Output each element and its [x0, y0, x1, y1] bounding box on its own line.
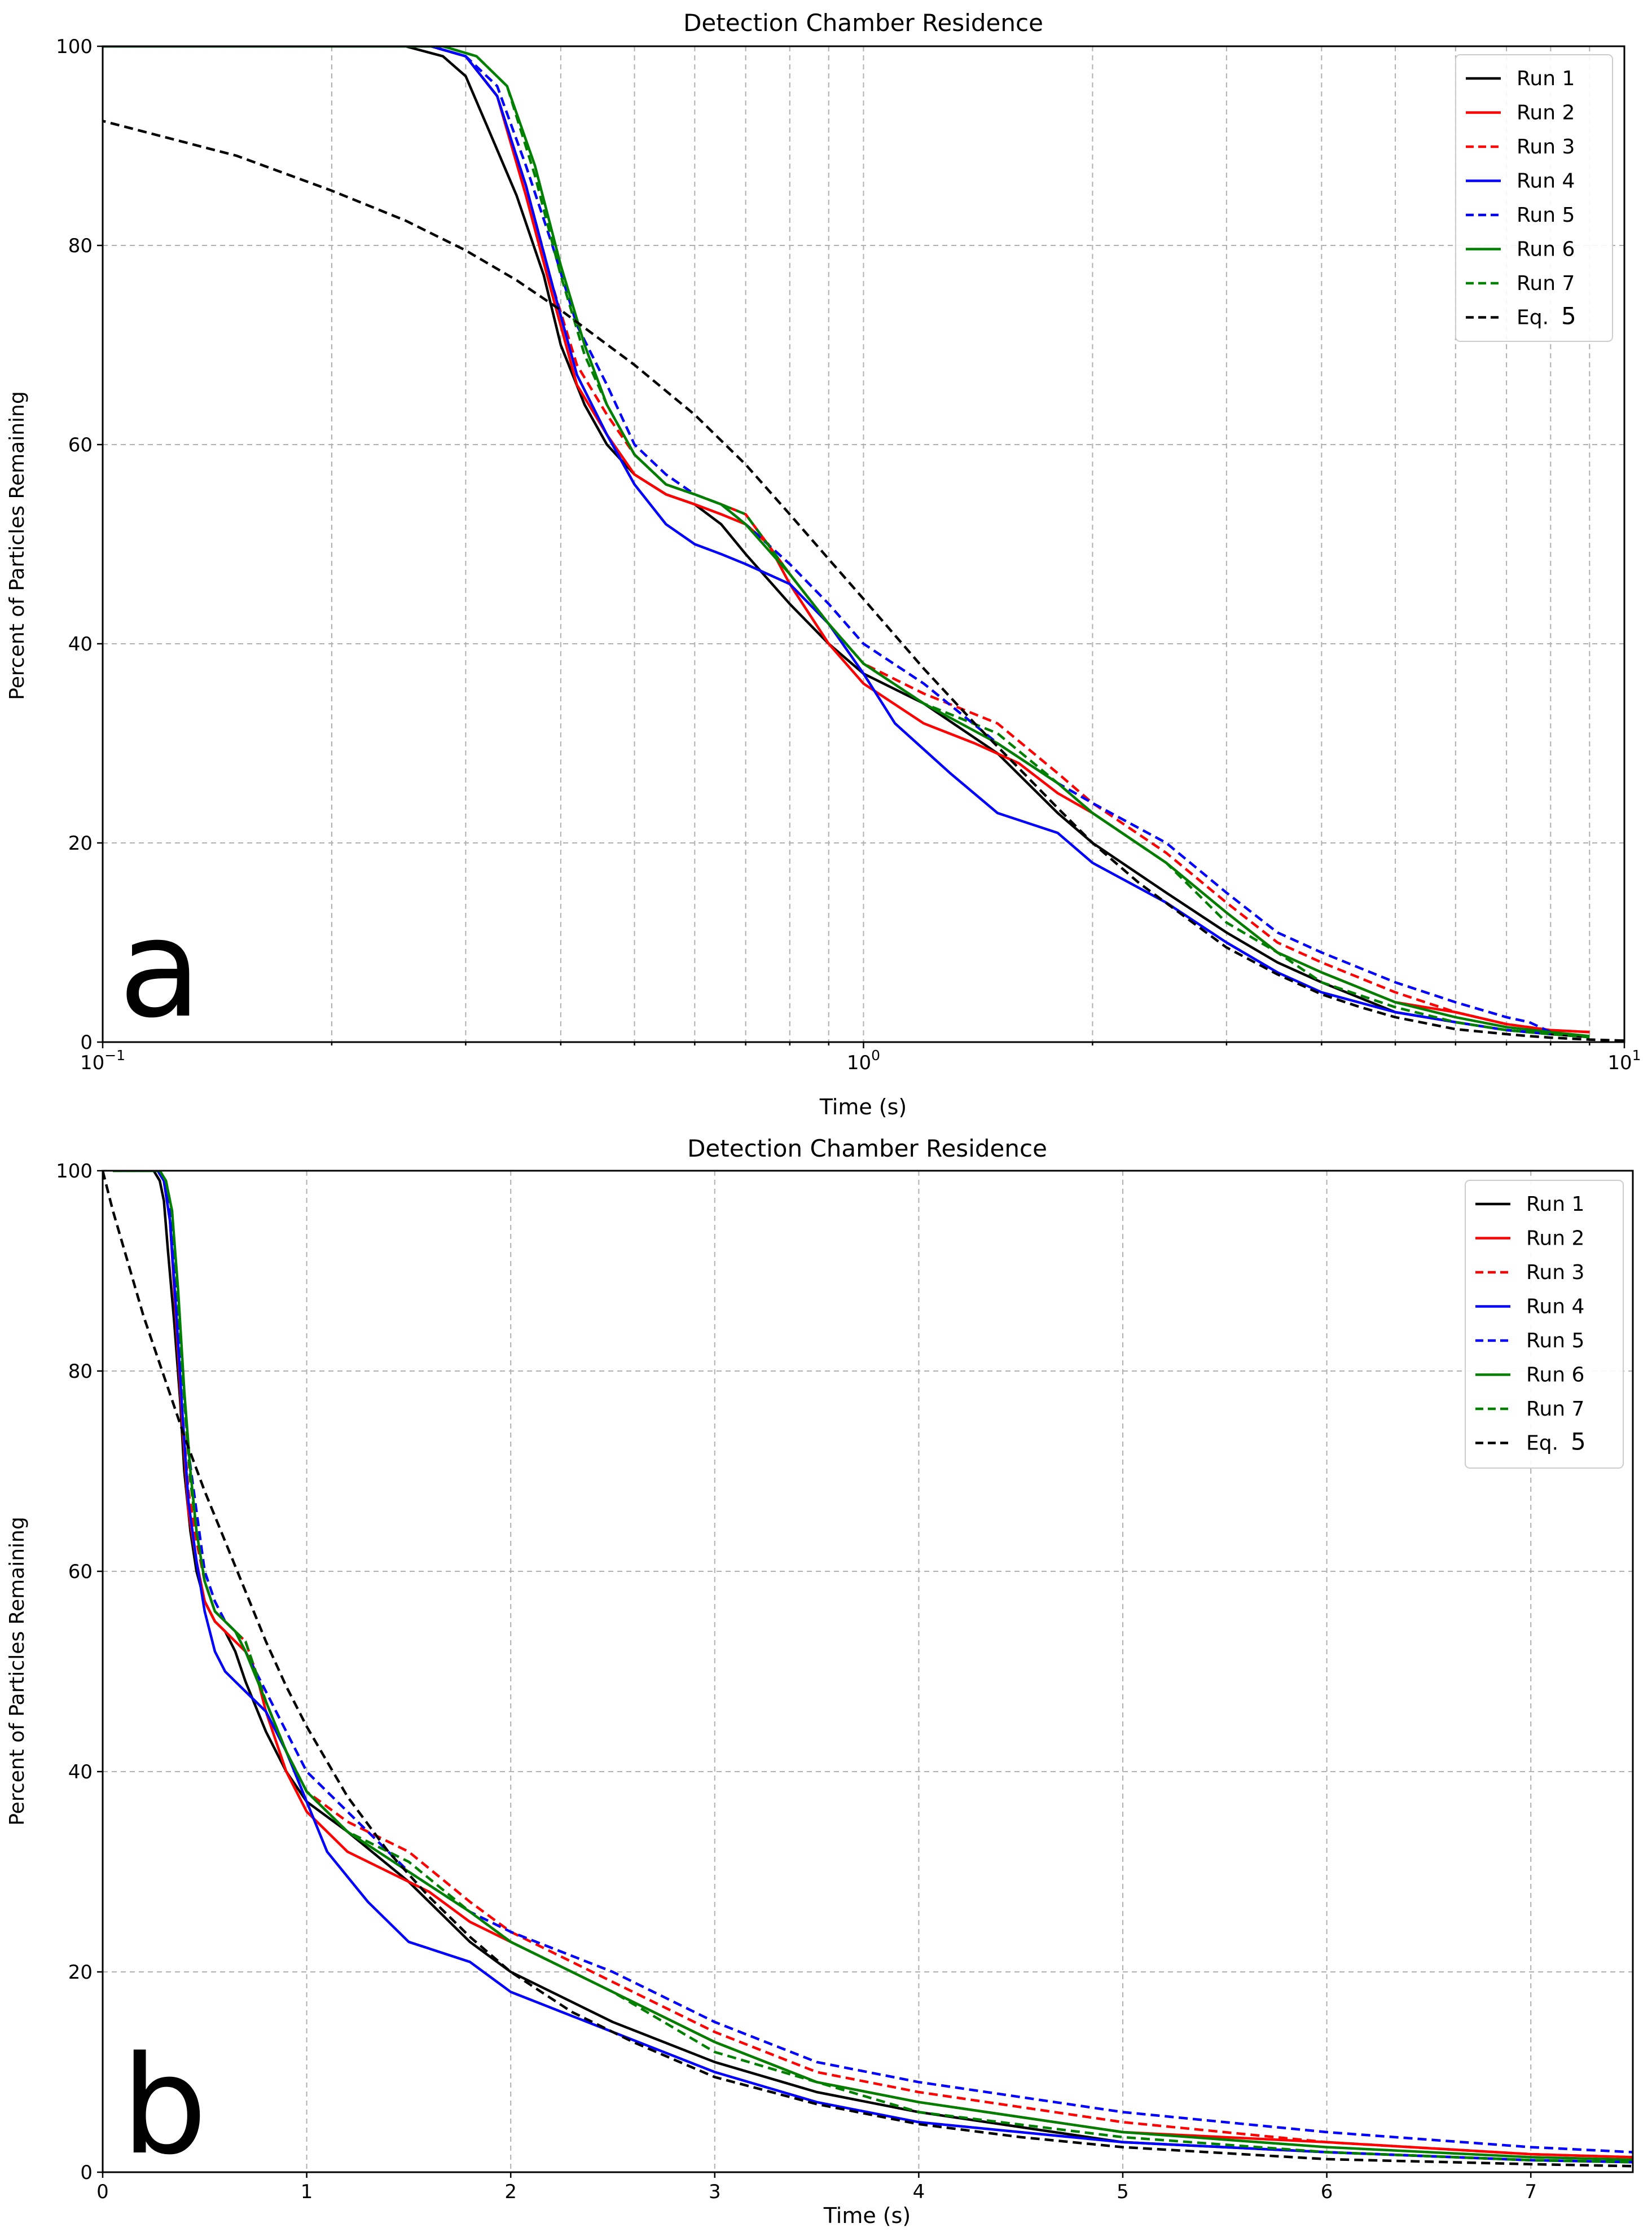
panel-a-legend-label-run6: Run 6 — [1517, 238, 1575, 261]
panel-a-ytick-label: 20 — [68, 832, 93, 855]
panel-b-legend-label-run4: Run 4 — [1526, 1295, 1584, 1319]
panel-b-ytick-label: 0 — [80, 2161, 93, 2184]
panel-b-ylabel: Percent of Particles Remaining — [6, 1517, 29, 1825]
panel-b-line-eq — [103, 1171, 1633, 2168]
panel-a-xlabel: Time (s) — [819, 1095, 907, 1119]
panel-b-ytick-label: 60 — [68, 1561, 93, 1583]
panel-b-line-run1 — [113, 1171, 1633, 2164]
panel-a-legend-label-eq: Eq. 5 — [1517, 302, 1576, 330]
panel-b-xtick-label: 0 — [96, 2181, 109, 2203]
panel-b-xtick-label: 6 — [1321, 2181, 1333, 2203]
panel-b-xtick-label: 2 — [504, 2181, 517, 2203]
panel-a-xtick-label: 10−1 — [80, 1047, 125, 1074]
panel-b-curves — [103, 1171, 1633, 2168]
panel-b-xtick-label: 1 — [301, 2181, 313, 2203]
panel-b-legend-label-run7: Run 7 — [1526, 1398, 1584, 1421]
panel-b-legend: Run 1 Run 2 Run 3 Run 4 Run 5 Run 6 Run 7 Eq. 5 — [1465, 1180, 1624, 1469]
panel-a-ytick-label: 40 — [68, 633, 93, 656]
panel-a-legend-label-run2: Run 2 — [1517, 102, 1575, 125]
panel-a-legend-label-run5: Run 5 — [1517, 204, 1575, 227]
panel-a-ytick-label: 80 — [68, 235, 93, 257]
panel-a-line-run7 — [103, 46, 1590, 1039]
panel-a-ylabel: Percent of Particles Remaining — [6, 391, 29, 700]
panel-a-legend-label-run3: Run 3 — [1517, 135, 1575, 159]
panel-b-line-run7 — [113, 1171, 1633, 2164]
panel-b-line-run6 — [113, 1171, 1633, 2161]
panel-b-line-run4 — [113, 1171, 1633, 2164]
panel-a-line-run5 — [103, 46, 1552, 1034]
panel-a-legend-label-run7: Run 7 — [1517, 272, 1575, 295]
panel-b-xtick-label: 4 — [913, 2181, 925, 2203]
panel-b-line-run3 — [113, 1171, 1633, 2159]
panel-b-ytick-label: 20 — [68, 1961, 93, 1984]
panel-b-xtick-label: 3 — [709, 2181, 721, 2203]
panel-a-legend-box — [1455, 54, 1613, 342]
panel-a-legend: Run 1 Run 2 Run 3 Run 4 Run 5 Run 6 Run 7 Eq. 5 — [1455, 54, 1613, 342]
panel-b-legend-label-run2: Run 2 — [1526, 1227, 1584, 1250]
panel-a-curves — [103, 46, 1624, 1042]
panel-b-linear-scale: Detection Chamber Residence Percent of P… — [6, 1135, 1634, 2228]
panel-a-line-eq — [103, 120, 1624, 1042]
panel-b-ytick-label: 100 — [56, 1160, 93, 1183]
panel-b-ytick-label: 80 — [68, 1360, 93, 1383]
panel-a-line-run1 — [103, 46, 1590, 1039]
panel-a-gridlines — [102, 46, 1625, 1043]
panel-a-xtick-label: 101 — [1607, 1047, 1641, 1074]
panel-b-line-run2 — [113, 1171, 1633, 2159]
panel-b-ytick-label: 40 — [68, 1761, 93, 1783]
panel-b-xtick-label: 7 — [1524, 2181, 1537, 2203]
panel-a-label: a — [118, 890, 201, 1048]
panel-b-axes-frame — [102, 1170, 1634, 2173]
panel-b-gridlines — [102, 1170, 1633, 2173]
panel-b-line-run5 — [113, 1171, 1633, 2154]
panel-b-ticks: 0 20 40 60 80 100 0 1 2 3 4 5 6 7 — [56, 1160, 1537, 2203]
panel-a-legend-label-run1: Run 1 — [1517, 67, 1575, 90]
panel-a-title: Detection Chamber Residence — [683, 9, 1043, 37]
panel-b-xlabel: Time (s) — [823, 2203, 911, 2228]
panel-b-title: Detection Chamber Residence — [687, 1135, 1047, 1162]
panel-b-legend-label-run6: Run 6 — [1526, 1364, 1584, 1387]
panel-a-xtick-label: 100 — [847, 1047, 880, 1074]
panel-b-legend-label-run3: Run 3 — [1526, 1261, 1584, 1284]
panel-b-xtick-label: 5 — [1117, 2181, 1129, 2203]
panel-a-ticks: 0 20 40 60 80 100 10−1 100 101 — [56, 36, 1641, 1074]
panel-a-ytick-label: 60 — [68, 434, 93, 456]
panel-a-line-run3 — [103, 46, 1590, 1034]
panel-a-ytick-label: 100 — [56, 36, 93, 58]
panel-b-legend-label-eq: Eq. 5 — [1526, 1428, 1586, 1456]
panel-a-ytick-label: 0 — [80, 1031, 93, 1054]
panel-a-legend-label-run4: Run 4 — [1517, 170, 1575, 193]
panel-b-legend-label-run1: Run 1 — [1526, 1193, 1584, 1216]
panel-b-label: b — [121, 2027, 207, 2185]
panel-b-legend-box — [1465, 1180, 1624, 1469]
panel-b-legend-label-run5: Run 5 — [1526, 1329, 1584, 1352]
panel-a-line-run4 — [103, 46, 1551, 1036]
panel-a-log-scale: Detection Chamber Residence Percent of P… — [6, 9, 1641, 1119]
panel-a-line-run2 — [103, 46, 1590, 1034]
panel-a-line-run6 — [103, 46, 1590, 1038]
